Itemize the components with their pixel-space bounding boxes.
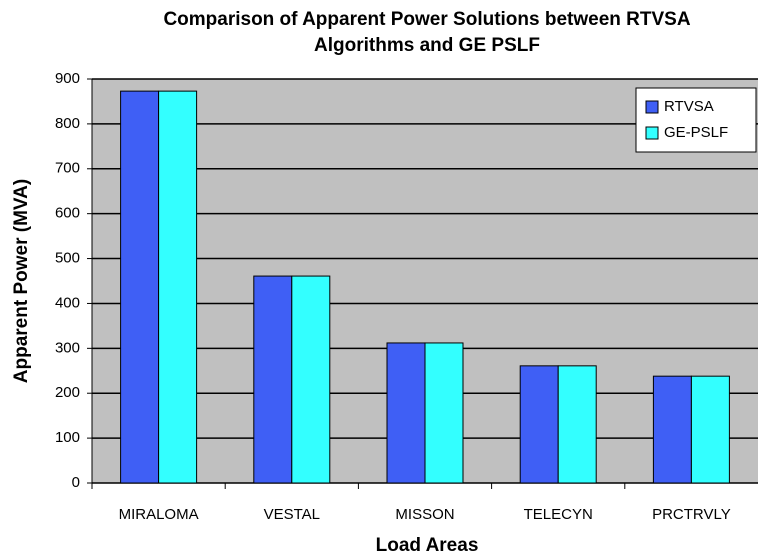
x-tick-label: TELECYN xyxy=(524,506,593,523)
y-tick-label: 300 xyxy=(55,339,80,356)
legend-label: RTVSA xyxy=(664,98,714,115)
y-tick-label: 800 xyxy=(55,115,80,132)
legend-box xyxy=(635,87,757,153)
bar xyxy=(386,342,426,484)
x-tick-label: MIRALOMA xyxy=(119,506,199,523)
bar xyxy=(652,375,692,484)
y-tick-label: 200 xyxy=(55,384,80,401)
x-tick-label: PRCTRVLY xyxy=(652,506,731,523)
y-axis-title: Apparent Power (MVA) xyxy=(11,179,32,383)
y-tick-label: 700 xyxy=(55,160,80,177)
legend-swatch xyxy=(645,126,659,140)
bar xyxy=(424,342,464,484)
bar xyxy=(158,90,198,484)
chart-title: Comparison of Apparent Power Solutions b… xyxy=(163,9,690,30)
y-tick-label: 600 xyxy=(55,205,80,222)
y-tick-label: 0 xyxy=(72,474,80,491)
x-axis-title: Load Areas xyxy=(376,535,479,556)
x-tick-label: VESTAL xyxy=(264,506,320,523)
x-tick-label: MISSON xyxy=(395,506,454,523)
y-tick-label: 500 xyxy=(55,250,80,267)
bar xyxy=(557,365,597,484)
legend-label: GE-PSLF xyxy=(664,124,728,141)
chart-title: Algorithms and GE PSLF xyxy=(314,35,540,56)
bar xyxy=(120,90,160,484)
bar xyxy=(519,365,559,484)
y-tick-label: 100 xyxy=(55,429,80,446)
y-tick-label: 900 xyxy=(55,70,80,87)
legend-swatch xyxy=(645,100,659,114)
bar xyxy=(291,275,331,484)
y-tick-label: 400 xyxy=(55,294,80,311)
bar xyxy=(253,275,293,484)
bar xyxy=(690,375,730,484)
